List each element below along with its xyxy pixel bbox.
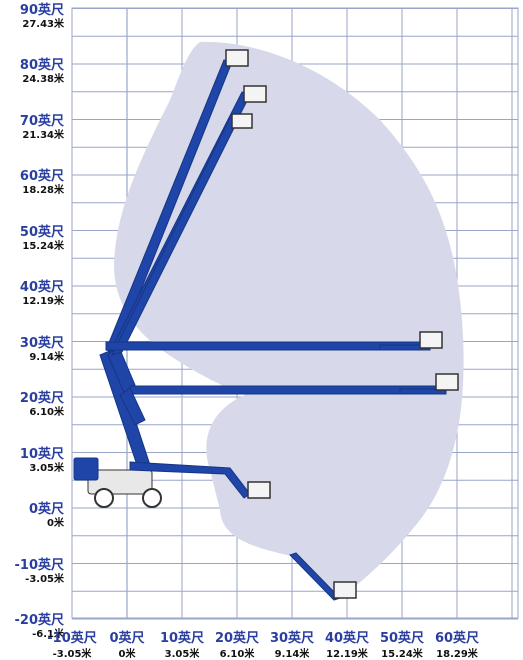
x-tick-label-feet: 50英尺: [379, 631, 425, 646]
x-tick-label-feet: 0英尺: [109, 631, 145, 646]
x-tick-label-meters: 3.05米: [164, 649, 200, 660]
platform-basket: [419, 331, 443, 349]
x-tick-label-meters: -3.05米: [52, 649, 92, 660]
machine-base: [73, 457, 162, 508]
y-tick-label-feet: 70英尺: [19, 113, 64, 129]
y-tick-label-meters: 0米: [47, 518, 64, 529]
y-tick-label-feet: 0英尺: [28, 502, 64, 517]
x-tick-label-meters: 18.29米: [436, 649, 478, 660]
y-tick-label-feet: 80英尺: [19, 58, 64, 73]
platform-basket: [243, 85, 267, 103]
y-tick-label-meters: 9.14米: [29, 351, 64, 363]
x-tick-label-feet: 40英尺: [324, 631, 370, 646]
y-tick-label-meters: 27.43米: [22, 18, 64, 30]
boom-low-position: [129, 461, 251, 499]
platform-basket: [225, 49, 249, 67]
y-tick-label-feet: 20英尺: [19, 391, 64, 406]
y-tick-label-feet: -20英尺: [14, 613, 65, 628]
machine-wheel-rear: [94, 488, 114, 508]
y-axis-labels: 90英尺 27.43米 80英尺 24.38米 70英尺 21.34米 60英尺 18.28米…: [0, 0, 68, 659]
boom-positions: [73, 49, 459, 601]
y-tick-label-meters: 24.38米: [22, 74, 64, 85]
x-tick-label-feet: 10英尺: [159, 631, 205, 646]
y-tick-label-meters: 6.10米: [29, 407, 64, 418]
platform-basket: [435, 373, 459, 391]
y-tick-label-feet: 50英尺: [19, 224, 64, 240]
y-tick-label-feet: 90英尺: [19, 2, 64, 18]
y-tick-label-feet: 60英尺: [19, 169, 64, 184]
x-tick-label-feet: 20英尺: [214, 631, 260, 646]
platform-baskets: [225, 49, 459, 599]
y-tick-label-meters: 18.28米: [22, 185, 64, 196]
y-tick-label-feet: 40英尺: [19, 280, 64, 295]
y-tick-label-meters: 12.19米: [22, 296, 64, 307]
y-tick-label-meters: -6.1米: [32, 629, 64, 640]
x-tick-label-meters: 6.10米: [219, 649, 255, 660]
y-tick-label-meters: 3.05米: [29, 462, 64, 474]
y-tick-label-feet: -10英尺: [14, 557, 65, 573]
boom-horizontal-20ft-fly: [399, 388, 447, 395]
x-tick-label-feet: 30英尺: [269, 631, 315, 646]
platform-basket: [231, 113, 253, 129]
platform-basket: [333, 581, 357, 599]
x-tick-label-feet: -10英尺: [47, 631, 97, 646]
machine-counterweight: [73, 457, 99, 481]
x-tick-label-meters: 9.14米: [274, 649, 310, 660]
y-tick-label-meters: -3.05米: [25, 573, 64, 585]
y-tick-label-feet: 10英尺: [19, 446, 64, 462]
y-tick-label-meters: 15.24米: [22, 240, 64, 252]
y-tick-label-meters: 21.34米: [22, 129, 64, 141]
platform-basket: [247, 481, 271, 499]
machine-wheel-front: [142, 488, 162, 508]
y-tick-label-feet: 30英尺: [19, 335, 64, 351]
x-tick-label-feet: 60英尺: [434, 631, 480, 646]
grid-frame: [71, 7, 519, 619]
x-tick-label-meters: 0米: [118, 649, 136, 660]
x-tick-label-meters: 15.24米: [381, 649, 423, 660]
boom-riser-lower: [119, 387, 146, 426]
x-tick-label-meters: 12.19米: [326, 649, 368, 660]
